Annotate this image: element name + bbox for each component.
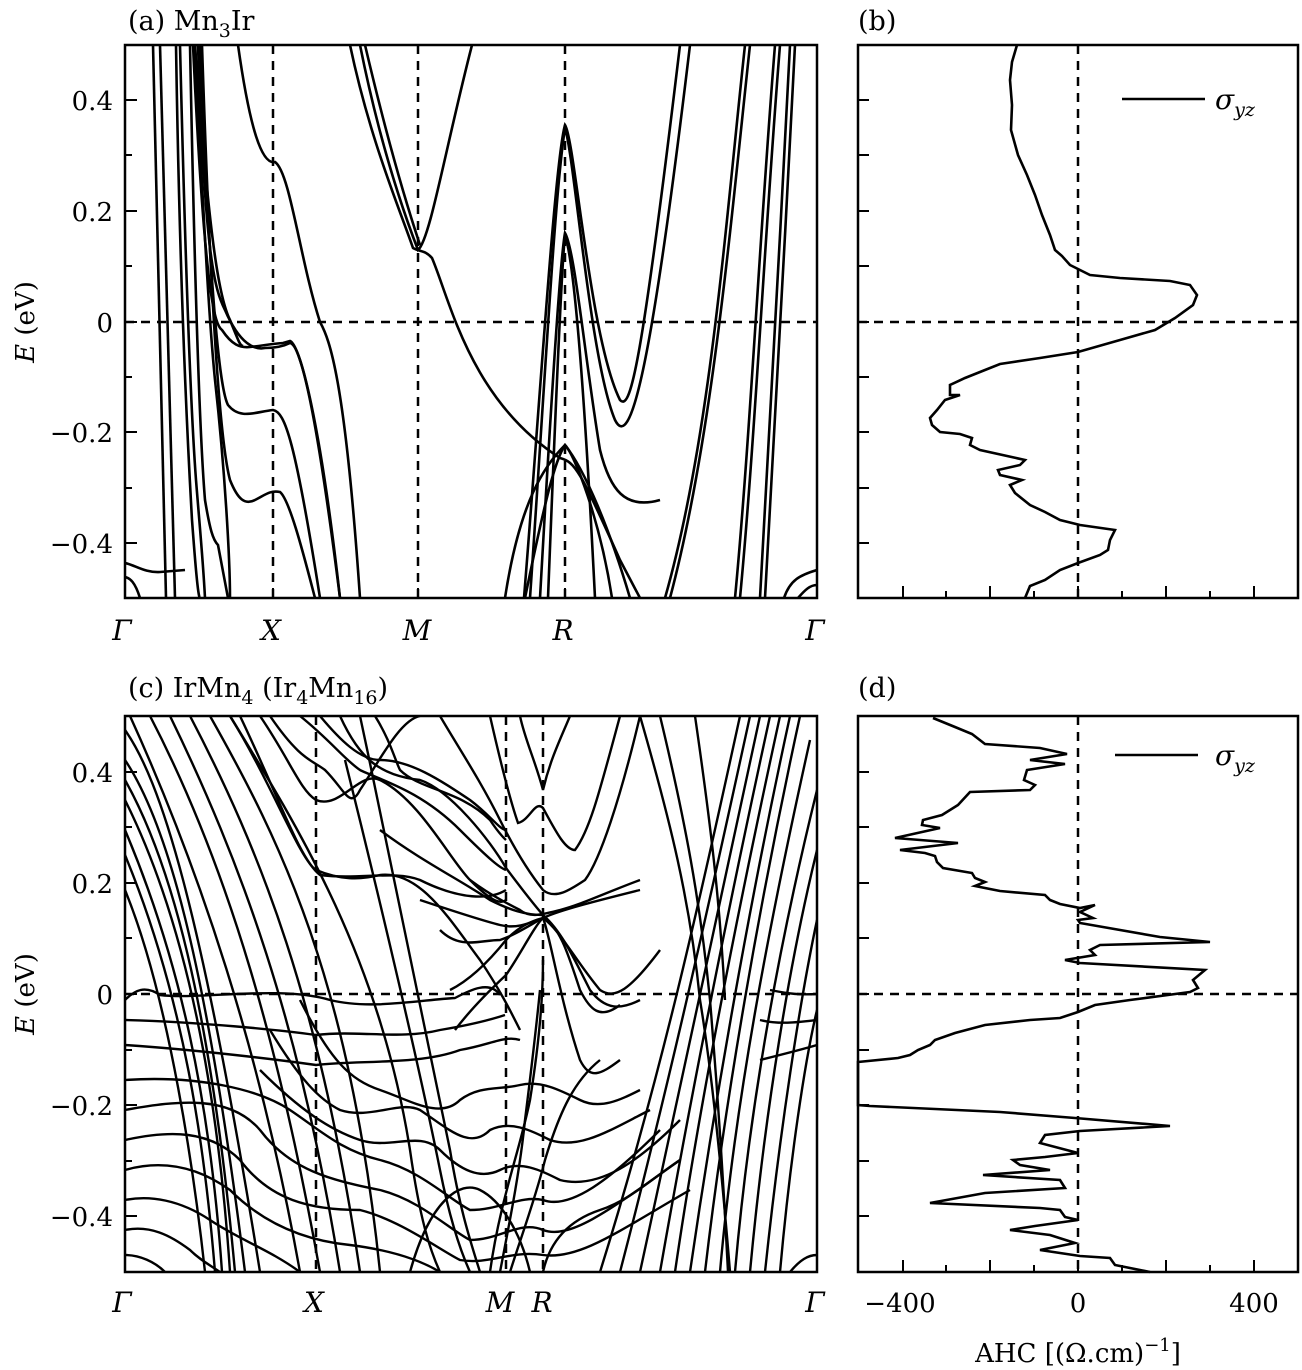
panel-a-label: (a) Mn3Ir xyxy=(128,6,255,42)
svg-text:Γ: Γ xyxy=(111,614,133,647)
panel-a-kpath-labels: Γ X M R Γ xyxy=(111,614,826,647)
svg-text:M: M xyxy=(402,614,433,647)
svg-text:0.2: 0.2 xyxy=(72,870,113,900)
legend-label: σyz xyxy=(1215,83,1256,121)
svg-text:−0.4: −0.4 xyxy=(50,1203,113,1233)
panel-d-legend: σyz xyxy=(1115,739,1256,777)
svg-text:−0.2: −0.2 xyxy=(50,1092,113,1122)
panel-d-label: (d) xyxy=(858,673,896,704)
panel-c-bands xyxy=(125,716,817,1272)
panel-c: (c) IrMn4 (Ir4Mn16) xyxy=(11,673,826,1319)
svg-text:−400: −400 xyxy=(864,1289,935,1319)
panel-c-ytitle: E (eV) xyxy=(11,953,41,1036)
svg-text:0: 0 xyxy=(96,309,113,339)
panel-c-label: (c) IrMn4 (Ir4Mn16) xyxy=(128,673,388,709)
panel-c-ytick-labels: 0.4 0.2 0 −0.2 −0.4 xyxy=(50,759,113,1233)
svg-text:R: R xyxy=(551,614,573,647)
legend-label: σyz xyxy=(1215,739,1256,777)
panel-b-ticks xyxy=(858,99,1255,598)
svg-text:0.4: 0.4 xyxy=(72,759,113,789)
svg-text:R: R xyxy=(530,1286,552,1319)
panel-a-reference-lines xyxy=(125,45,817,598)
svg-text:0: 0 xyxy=(1070,1289,1087,1319)
panel-d-sigma-yz-curve xyxy=(856,716,1211,1274)
svg-text:−0.2: −0.2 xyxy=(50,419,113,449)
panel-b-reference-lines xyxy=(858,45,1298,598)
panel-b-label: (b) xyxy=(858,6,896,37)
ahc-axis-title: AHC [(Ω.cm)−1] xyxy=(974,1335,1181,1369)
svg-text:0.2: 0.2 xyxy=(72,198,113,228)
svg-text:Γ: Γ xyxy=(804,1286,826,1319)
panel-d-xtick-labels: −400 0 400 xyxy=(864,1289,1279,1319)
svg-text:X: X xyxy=(302,1286,325,1319)
svg-text:Γ: Γ xyxy=(111,1286,133,1319)
svg-text:400: 400 xyxy=(1229,1289,1279,1319)
svg-text:−0.4: −0.4 xyxy=(50,530,113,560)
svg-text:0.4: 0.4 xyxy=(72,87,113,117)
panel-b-sigma-yz-curve xyxy=(928,44,1199,599)
svg-text:X: X xyxy=(259,614,282,647)
panel-a-ytitle: E (eV) xyxy=(11,281,41,364)
panel-d-reference-lines xyxy=(858,716,1298,1272)
panel-d: (d) σyz −400 0 400 AHC [(Ω.cm)− xyxy=(856,673,1300,1369)
panel-b-legend: σyz xyxy=(1122,83,1256,121)
panel-a: (a) Mn3Ir xyxy=(11,6,826,647)
svg-text:Γ: Γ xyxy=(804,614,826,647)
svg-text:M: M xyxy=(485,1286,516,1319)
panel-b: (b) σyz xyxy=(856,6,1300,600)
panel-a-bands xyxy=(125,45,817,598)
panel-a-ytick-labels: 0.4 0.2 0 −0.2 −0.4 xyxy=(50,87,113,560)
svg-text:0: 0 xyxy=(96,981,113,1011)
panel-c-kpath-labels: Γ X M R Γ xyxy=(111,1286,826,1319)
